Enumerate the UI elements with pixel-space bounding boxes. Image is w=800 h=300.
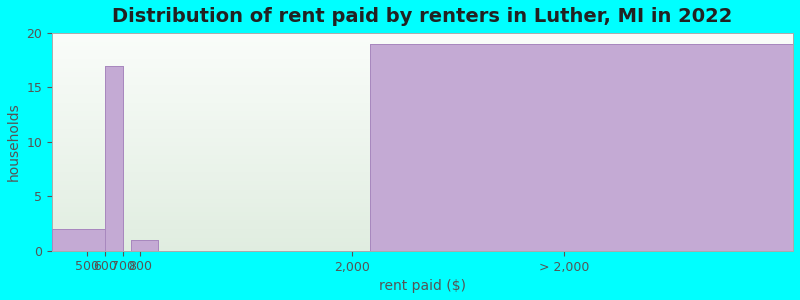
Bar [52,233,793,238]
Bar [52,225,793,229]
Bar [52,172,793,177]
X-axis label: rent paid ($): rent paid ($) [379,279,466,293]
Bar [105,66,122,251]
Bar [52,238,793,242]
Bar [52,216,793,220]
Bar [52,229,105,251]
Title: Distribution of rent paid by renters in Luther, MI in 2022: Distribution of rent paid by renters in … [112,7,733,26]
Bar [52,185,793,190]
Bar [52,194,793,199]
Bar [52,207,793,212]
Bar [52,38,793,42]
Bar [52,146,793,151]
Bar [52,90,793,94]
Bar [370,44,793,251]
Bar [52,50,793,55]
Bar [52,159,793,164]
Bar [52,55,793,59]
Bar [52,229,105,251]
Bar [52,138,793,142]
Bar [370,44,793,251]
Bar [131,240,158,251]
Bar [52,59,793,64]
Bar [52,120,793,124]
Bar [52,85,793,90]
Bar [52,103,793,107]
Bar [52,199,793,203]
Bar [52,94,793,98]
Bar [52,212,793,216]
Bar [52,220,793,225]
Bar [52,203,793,207]
Bar [52,33,793,38]
Bar [105,66,122,251]
Bar [52,164,793,168]
Bar [52,98,793,103]
Bar [52,168,793,172]
Bar [52,246,793,251]
Bar [52,42,793,46]
Bar [52,107,793,111]
Bar [52,177,793,181]
Bar [52,64,793,68]
Bar [52,190,793,194]
Bar [52,76,793,81]
Bar [52,133,793,138]
Bar [52,68,793,72]
Bar [52,116,793,120]
Bar [52,242,793,246]
Bar [52,111,793,116]
Bar [52,129,793,133]
Bar [52,46,793,50]
Bar [52,181,793,185]
Bar [52,81,793,85]
Bar [52,155,793,159]
Bar [52,229,793,233]
Bar [52,72,793,76]
Bar [52,151,793,155]
Bar [131,240,158,251]
Bar [52,124,793,129]
Y-axis label: households: households [7,103,21,181]
Bar [52,142,793,146]
